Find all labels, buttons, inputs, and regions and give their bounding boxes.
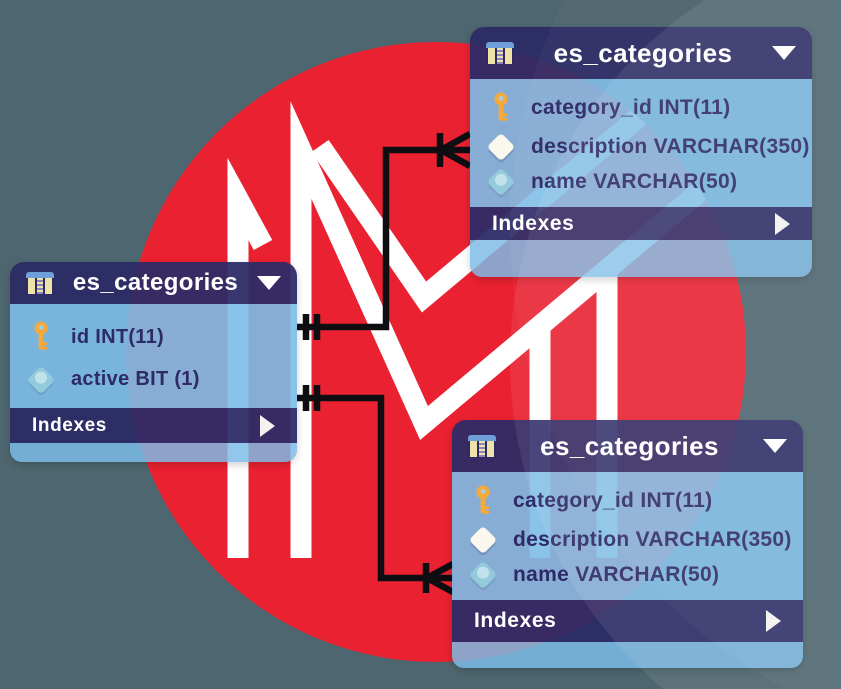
field-row[interactable]: active BIT (1) <box>10 365 297 394</box>
table-fields: id INT(11) active BIT (1) <box>10 304 297 408</box>
chevron-right-icon <box>766 610 781 632</box>
key-icon <box>468 485 498 517</box>
field-text: description VARCHAR(350) <box>513 528 792 551</box>
field-row[interactable]: id INT(11) <box>10 321 297 353</box>
indexes-label: Indexes <box>32 414 107 436</box>
connector-top <box>297 131 472 340</box>
diamond-blue-icon <box>486 167 516 197</box>
table-footer <box>452 642 803 668</box>
table-header[interactable]: es_categories <box>10 262 297 304</box>
indexes-bar[interactable]: Indexes <box>470 207 812 240</box>
field-row[interactable]: description VARCHAR(350) <box>470 132 812 162</box>
field-text: name VARCHAR(50) <box>531 170 738 193</box>
field-text: category_id INT(11) <box>513 489 713 512</box>
relationship-connectors <box>297 131 472 595</box>
one-tick-marks-top <box>302 314 321 340</box>
field-row[interactable]: category_id INT(11) <box>470 92 812 124</box>
diamond-blue-icon <box>26 365 56 394</box>
diamond-white-icon <box>486 132 516 162</box>
key-icon <box>26 321 56 353</box>
field-text: category_id INT(11) <box>531 96 731 119</box>
table-title: es_categories <box>553 37 733 68</box>
table-title: es_categories <box>540 430 719 461</box>
crow-foot-prongs-bottom <box>425 561 455 595</box>
key-icon <box>486 92 516 124</box>
field-text: id INT(11) <box>71 325 165 348</box>
chevron-right-icon <box>260 414 275 437</box>
table-es-categories-bottom-right[interactable]: es_categories category_id INT(11) descri… <box>452 420 803 668</box>
table-grid-icon <box>468 434 496 458</box>
field-text: active BIT (1) <box>71 368 200 390</box>
caret-down-icon[interactable] <box>257 276 281 290</box>
field-text: description VARCHAR(350) <box>531 135 810 158</box>
field-row[interactable]: name VARCHAR(50) <box>470 167 812 197</box>
table-title: es_categories <box>72 269 239 296</box>
table-grid-icon <box>486 41 514 65</box>
caret-down-icon[interactable] <box>763 439 787 453</box>
diamond-white-icon <box>468 525 498 555</box>
field-row[interactable]: name VARCHAR(50) <box>452 560 803 590</box>
indexes-label: Indexes <box>474 609 557 632</box>
field-row[interactable]: description VARCHAR(350) <box>452 525 803 555</box>
table-header[interactable]: es_categories <box>470 27 812 79</box>
table-es-categories-left[interactable]: es_categories id INT(11) active BIT (1) … <box>10 262 297 462</box>
one-tick-marks-bottom <box>302 385 321 411</box>
field-text: name VARCHAR(50) <box>513 563 720 586</box>
table-footer <box>470 240 812 277</box>
table-fields: category_id INT(11) description VARCHAR(… <box>470 79 812 207</box>
crow-foot-prongs-top <box>439 131 472 169</box>
indexes-label: Indexes <box>492 211 575 235</box>
indexes-bar[interactable]: Indexes <box>10 408 297 443</box>
table-footer <box>10 443 297 462</box>
chevron-right-icon <box>775 212 790 235</box>
indexes-bar[interactable]: Indexes <box>452 600 803 642</box>
table-es-categories-top-right[interactable]: es_categories category_id INT(11) descri… <box>470 27 812 277</box>
table-fields: category_id INT(11) description VARCHAR(… <box>452 472 803 600</box>
table-header[interactable]: es_categories <box>452 420 803 472</box>
connector-bottom <box>297 385 455 595</box>
table-grid-icon <box>26 271 54 295</box>
caret-down-icon[interactable] <box>772 46 796 60</box>
field-row[interactable]: category_id INT(11) <box>452 485 803 517</box>
connector-bottom-path <box>297 394 426 582</box>
connector-top-path <box>297 146 440 331</box>
diamond-blue-icon <box>468 560 498 590</box>
